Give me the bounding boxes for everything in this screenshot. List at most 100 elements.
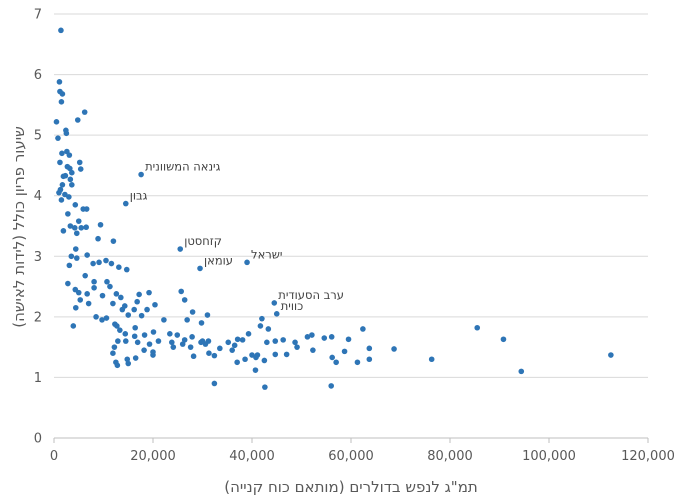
data-point [136,291,142,298]
data-point [75,218,82,224]
data-point [123,266,130,273]
data-point [181,337,188,343]
data-point [72,246,79,252]
data-point [103,315,110,321]
data-point [66,194,72,200]
data-point [91,284,97,291]
point-annotation: קזחסטן [184,234,222,248]
x-tick-label: 120,000 [621,449,675,464]
data-point [167,331,173,337]
y-tick-label: 7 [34,8,42,23]
data-point [104,278,110,285]
data-point [244,259,250,266]
data-point [138,171,144,178]
data-point [97,221,104,228]
data-point [333,359,339,366]
data-point [83,206,90,212]
x-tick-label: 80,000 [427,449,473,464]
data-point [58,27,64,34]
data-point [75,289,82,296]
y-tick-label: 4 [34,189,42,204]
data-point [310,347,316,353]
data-point [67,223,74,229]
data-point [84,291,90,297]
data-point [93,314,99,320]
data-point [231,342,238,349]
data-point [150,329,157,335]
data-point [77,297,84,303]
data-point [131,333,138,340]
data-point [72,202,79,208]
data-point [57,186,64,193]
y-tick-labels: 0 1 2 3 4 5 6 7 [34,8,42,447]
data-point [119,306,126,313]
data-point [122,338,129,344]
data-point [59,182,66,188]
data-point [252,367,259,373]
data-point [170,344,177,350]
data-point [107,283,113,290]
data-point [262,384,268,390]
data-point [70,323,77,329]
point-annotation: עומאן [204,253,233,267]
data-point [113,291,120,297]
data-point [187,344,194,350]
data-point [65,280,71,287]
y-tick-label: 1 [34,371,42,386]
data-point [328,334,335,340]
data-point [174,332,181,338]
data-point [341,348,348,355]
data-point [197,265,203,272]
data-point [354,359,361,366]
data-point [116,264,122,270]
data-point [55,135,61,141]
data-point [132,324,138,331]
data-point [73,255,80,261]
data-point [83,224,89,231]
data-point [150,352,156,358]
data-point [211,380,218,387]
data-point [366,345,373,352]
data-point [99,317,105,323]
data-point [257,323,264,329]
annotations: גינאה המשוונית גבון קזחסטן עומאן ישראל ערב הס… [130,160,344,313]
data-point [99,292,106,299]
x-tick-label: 40,000 [229,449,275,464]
data-point [81,109,88,115]
x-tick-label: 100,000 [522,449,576,464]
data-point [283,351,290,358]
x-tick-label: 0 [50,449,58,464]
data-point [184,317,190,323]
data-point [234,336,241,343]
data-point [85,300,92,307]
data-point [265,326,272,332]
data-point [95,235,101,242]
data-point [82,272,88,279]
data-point [155,338,162,344]
data-point [178,288,185,295]
data-point [138,312,145,319]
data-point [428,356,435,363]
data-point [239,337,246,343]
data-point [294,344,300,350]
y-tick-label: 2 [34,310,42,325]
point-annotation: ערב הסעודית [278,288,344,302]
data-point [72,304,79,311]
data-point [321,335,328,341]
data-point [366,356,373,363]
data-point [134,339,141,346]
data-point [198,320,205,326]
point-annotation: גבון [130,189,148,203]
data-point [259,315,265,322]
data-point [345,336,352,343]
data-point [77,166,84,172]
data-point [144,306,150,313]
data-point [56,79,63,85]
data-point [60,228,67,234]
data-point [96,259,102,266]
data-point [122,200,129,207]
point-annotation: ישראל [251,247,282,261]
data-point [211,352,218,359]
data-point [242,356,248,363]
data-point [118,294,124,301]
